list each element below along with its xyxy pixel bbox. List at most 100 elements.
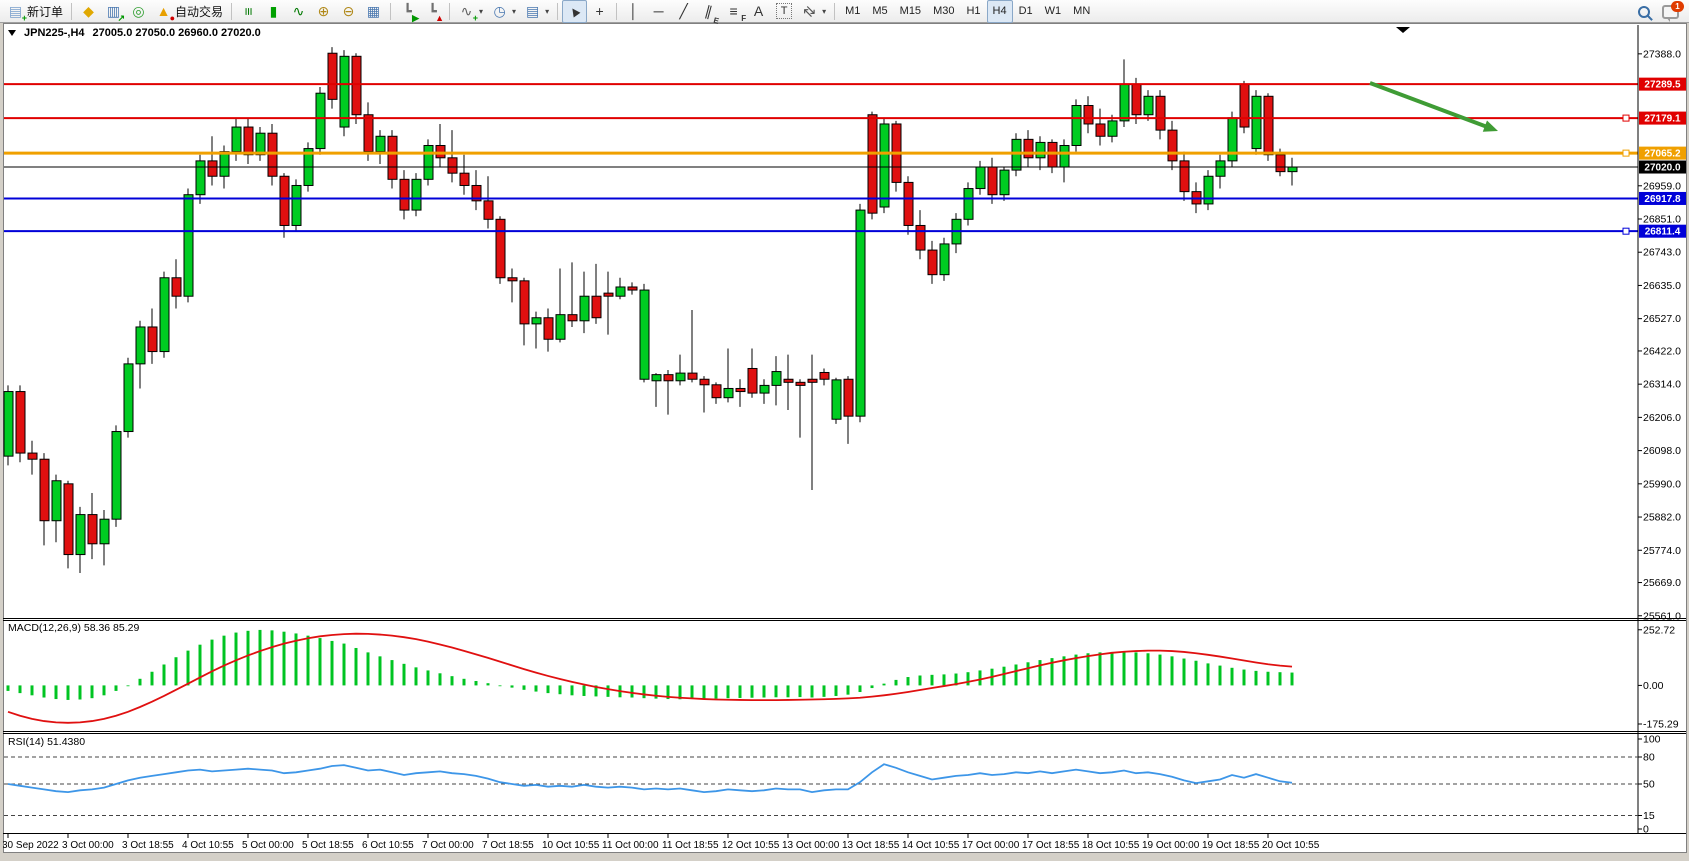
search-icon[interactable] — [1638, 5, 1650, 18]
chart-shift-marker-icon[interactable] — [1396, 27, 1410, 33]
macd-histogram-bar — [798, 685, 802, 698]
timeframe-m15-button[interactable]: M15 — [899, 5, 922, 17]
macd-histogram-bar — [858, 685, 862, 693]
macd-histogram-bar — [570, 685, 574, 696]
timeframe-d1-button[interactable]: D1 — [1018, 5, 1033, 17]
candle-body-down — [1131, 83, 1142, 116]
text-button[interactable]: A — [746, 0, 771, 23]
date-tick-label: 6 Oct 10:55 — [362, 840, 414, 851]
macd-histogram-bar — [1146, 653, 1150, 686]
rsi-label: RSI(14) 51.4380 — [8, 736, 86, 748]
macd-histogram-bar — [930, 674, 934, 686]
new-order-button[interactable]: ▤ + 新订单 — [3, 0, 67, 23]
macd-histogram-bar — [1194, 660, 1198, 686]
candlestick-chart-button[interactable]: ▮ — [261, 0, 286, 23]
price-badge-label: 27179.1 — [1644, 114, 1681, 125]
macd-histogram-bar — [510, 685, 514, 688]
tile-windows-button[interactable]: ▦ — [361, 0, 386, 23]
macd-histogram-bar — [66, 685, 70, 700]
candle-body-up — [291, 184, 302, 226]
macd-histogram-bar — [306, 635, 310, 686]
toolbar-separator — [71, 2, 73, 20]
macd-histogram-bar — [222, 635, 226, 686]
fibonacci-button[interactable]: ≡ F — [721, 0, 746, 23]
signals-button[interactable]: ◎ — [126, 0, 151, 23]
price-badge-label: 26811.4 — [1645, 227, 1681, 238]
candle-body-up — [1059, 144, 1070, 168]
candle-body-up — [195, 160, 206, 196]
crosshair-button[interactable]: + — [587, 0, 612, 23]
price-badge-label: 27065.2 — [1644, 149, 1681, 160]
candle-body-down — [687, 372, 698, 380]
timeframe-m30-button[interactable]: M30 — [933, 5, 955, 17]
line-chart-button[interactable]: ∿ — [286, 0, 311, 23]
chart-shift-icon-overlay: ▲ — [435, 12, 445, 23]
macd-histogram-bar — [918, 675, 922, 686]
macd-histogram-bar — [186, 650, 190, 686]
horizontal-line-button[interactable]: ─ — [646, 0, 671, 23]
chat-icon[interactable]: 1 — [1662, 0, 1684, 22]
candle-body-up — [1287, 166, 1298, 173]
candle-body-up — [939, 243, 950, 276]
candle-body-down — [27, 452, 38, 460]
macd-histogram-bar — [1014, 664, 1018, 686]
chart-window-button[interactable]: ▥ ↗ — [101, 0, 126, 23]
templates-button[interactable]: ▤ ▾ — [520, 0, 553, 23]
trendline-icon: ╱ — [679, 2, 688, 19]
trendline-button[interactable]: ╱ — [671, 0, 696, 23]
trend-arrow-annotation[interactable] — [1369, 81, 1490, 130]
timeframe-m5-button[interactable]: M5 — [872, 5, 888, 17]
macd-histogram-bar — [366, 652, 370, 686]
timeframe-mn-button[interactable]: MN — [1073, 5, 1091, 17]
line-chart-icon: ∿ — [292, 2, 305, 19]
auto-scroll-icon: ┗ ▶ — [403, 2, 420, 23]
chart-menu-icon[interactable] — [8, 30, 16, 36]
candle-body-up — [99, 518, 110, 545]
candle-body-up — [123, 363, 134, 433]
candle-body-down — [591, 295, 602, 319]
date-tick-label: 18 Oct 10:55 — [1082, 840, 1140, 851]
date-tick-label: 20 Oct 10:55 — [1262, 840, 1320, 851]
shapes-button[interactable]: ⇄ ▾ — [797, 0, 830, 23]
macd-histogram-bar — [378, 656, 382, 686]
macd-histogram-bar — [846, 685, 850, 695]
candle-body-down — [543, 317, 554, 340]
toolbar-separator — [557, 2, 559, 20]
price-line-handle[interactable] — [1622, 114, 1630, 122]
price-tick-label: 26422.0 — [1643, 345, 1681, 357]
chart-shift-button[interactable]: ┗ ▲ — [420, 0, 445, 23]
quotes-button[interactable]: ◆ — [76, 0, 101, 23]
macd-histogram-bar — [1170, 656, 1174, 686]
auto-trading-button[interactable]: ▲ ● 自动交易 — [151, 0, 227, 23]
periods-button[interactable]: ◷ ▾ — [487, 0, 520, 23]
timeframe-h1-button[interactable]: H1 — [966, 5, 981, 17]
rsi-tick-label: 15 — [1643, 810, 1655, 822]
candle-body-down — [663, 374, 674, 382]
zoom-out-button[interactable]: ⊖ — [336, 0, 361, 23]
channel-button[interactable]: ∥ E — [696, 0, 721, 25]
auto-scroll-button[interactable]: ┗ ▶ — [395, 0, 420, 23]
macd-tick-label: 0.00 — [1643, 680, 1664, 692]
macd-histogram-bar — [1254, 670, 1258, 686]
text-label-button[interactable]: T — [771, 0, 797, 23]
candle-body-down — [1047, 141, 1058, 168]
candle-body-down — [447, 157, 458, 174]
cursor-button[interactable]: ▲ — [562, 0, 588, 23]
price-line-handle[interactable] — [1622, 149, 1630, 157]
indicators-button[interactable]: ∿ + ▾ — [454, 0, 487, 23]
candle-body-down — [747, 367, 758, 394]
trend-arrow-head — [1482, 120, 1498, 132]
fibonacci-icon: ≡ F — [729, 2, 747, 23]
macd-histogram-bar — [534, 685, 538, 692]
vertical-line-button[interactable]: │ — [621, 0, 646, 23]
timeframe-m1-button[interactable]: M1 — [845, 5, 861, 17]
timeframe-w1-button[interactable]: W1 — [1044, 5, 1062, 17]
timeframe-h4-button[interactable]: H4 — [986, 0, 1013, 23]
price-line-handle[interactable] — [1622, 227, 1630, 235]
macd-histogram-bar — [414, 667, 418, 686]
bar-chart-button[interactable]: ≡ — [236, 0, 261, 23]
text-icon: A — [753, 2, 764, 19]
macd-histogram-bar — [558, 685, 562, 695]
zoom-in-button[interactable]: ⊕ — [311, 0, 336, 23]
